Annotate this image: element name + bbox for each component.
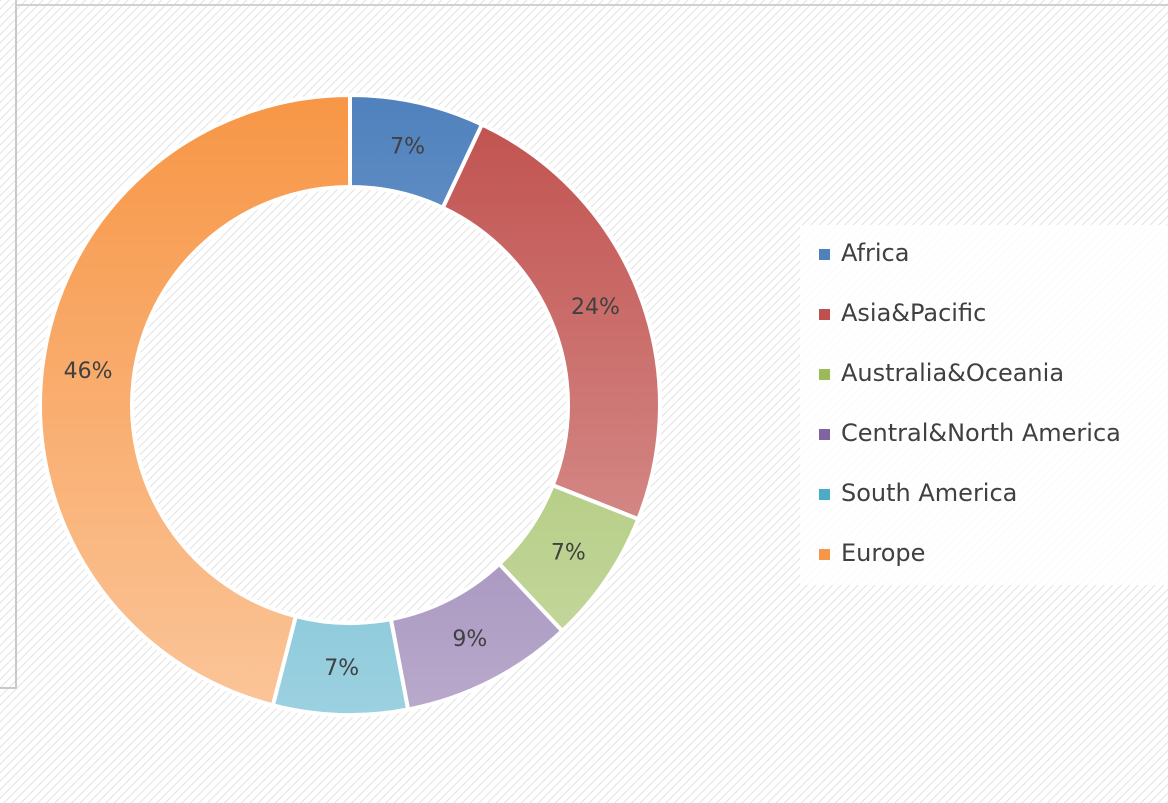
- legend-swatch: [819, 309, 830, 320]
- legend-text: Europe: [841, 539, 925, 567]
- slice-label: 7%: [324, 656, 359, 681]
- legend-swatch: [819, 249, 830, 260]
- slice: [440, 121, 662, 522]
- legend-text: Central&North America: [841, 419, 1121, 447]
- slice-label: 46%: [64, 359, 113, 384]
- legend-swatch: [819, 429, 830, 440]
- legend-swatch: [819, 549, 830, 560]
- legend-swatch: [819, 489, 830, 500]
- slice-label: 24%: [571, 295, 620, 320]
- slice-label: 7%: [390, 134, 425, 159]
- legend-text: South America: [841, 479, 1017, 507]
- legend-text: Australia&Oceania: [841, 359, 1064, 387]
- legend-text: Asia&Pacific: [841, 299, 986, 327]
- slice-label: 9%: [452, 627, 487, 652]
- legend-swatch: [819, 369, 830, 380]
- slice: [38, 92, 352, 708]
- legend-box: [800, 225, 1168, 585]
- legend-text: Africa: [841, 239, 909, 267]
- slice-label: 7%: [551, 540, 586, 565]
- frame-left: [0, 5, 17, 689]
